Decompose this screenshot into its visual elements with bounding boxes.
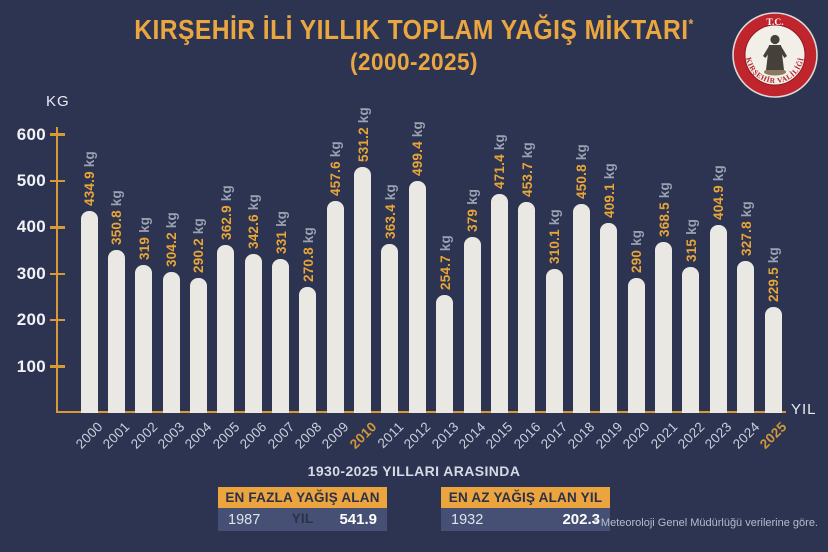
y-tick-mark — [49, 319, 65, 322]
title-asterisk: * — [688, 15, 694, 32]
source-footnote: * Meteoroloji Genel Müdürlüğü verilerine… — [593, 517, 818, 529]
bar-2022 — [682, 266, 700, 413]
min-year-card: EN AZ YAĞIŞ ALAN YIL 1932 202.3 — [441, 487, 610, 531]
y-tick-mark — [49, 133, 65, 136]
bar-2001 — [107, 250, 125, 413]
bar-2025 — [764, 306, 782, 413]
bar-2014 — [463, 237, 481, 413]
y-tick-mark — [49, 272, 65, 275]
bar-value-label: 342.6 kg — [246, 194, 262, 250]
y-tick-mark — [49, 226, 65, 229]
bar-value-label: 434.9 kg — [82, 151, 97, 207]
y-tick-label: 100 — [16, 356, 46, 376]
y-tick-mark — [49, 365, 65, 368]
bar-2017 — [545, 269, 563, 413]
x-axis-label: YIL — [791, 401, 817, 418]
min-year: 1932 — [451, 511, 484, 528]
bar-value-label: 315 kg — [683, 218, 699, 262]
y-axis-label: KG — [46, 93, 70, 110]
bar-2023 — [709, 225, 727, 413]
bar-value-label: 254.7 kg — [437, 234, 453, 290]
bar-2009 — [326, 200, 344, 413]
bar-value-label: 531.2 kg — [355, 106, 371, 162]
bar-value-label: 319 kg — [136, 216, 152, 260]
logo-tc-text: T.C. — [766, 18, 783, 28]
bar-2019 — [600, 223, 618, 413]
y-axis-line — [56, 127, 59, 413]
bar-value-label: 290.2 kg — [191, 218, 207, 274]
page-title: KIRŞEHİR İLİ YILLIK TOPLAM YAĞIŞ MİKTARI… — [50, 14, 779, 46]
max-year-card-body: 1987 541.9 — [218, 508, 387, 531]
bar-value-label: 363.4 kg — [382, 184, 398, 240]
bar-2013 — [436, 294, 454, 413]
min-year-card-body: 1932 202.3 — [441, 508, 610, 531]
y-tick-label: 200 — [16, 310, 46, 330]
max-year-card-title: EN FAZLA YAĞIŞ ALAN YIL — [218, 487, 387, 526]
y-tick-label: 600 — [16, 124, 46, 144]
header: KIRŞEHİR İLİ YILLIK TOPLAM YAĞIŞ MİKTARI… — [0, 14, 828, 77]
bar-2016 — [518, 202, 536, 413]
bar-2006 — [244, 254, 262, 413]
bar-2020 — [627, 278, 645, 413]
bar-value-label: 304.2 kg — [164, 211, 180, 267]
bar-value-label: 471.4 kg — [492, 134, 508, 190]
y-tick-label: 400 — [16, 217, 46, 237]
y-tick-label: 500 — [16, 171, 46, 190]
subtitle: (2000-2025) — [349, 49, 479, 76]
bar-value-label: 270.8 kg — [300, 227, 316, 283]
bar-2007 — [272, 259, 290, 413]
range-label: 1930-2025 YILLARI ARASINDA — [307, 463, 521, 479]
bar-2024 — [737, 260, 755, 413]
bar-value-label: 457.6 kg — [328, 140, 344, 196]
bar-value-label: 310.1 kg — [547, 209, 563, 265]
statue-icon — [763, 34, 787, 76]
bar-2011 — [381, 244, 399, 413]
bar-value-label: 229.5 kg — [766, 246, 781, 302]
bar-value-label: 499.4 kg — [410, 121, 426, 177]
page-title-text: KIRŞEHİR İLİ YILLIK TOPLAM YAĞIŞ MİKTARI — [134, 14, 689, 45]
bar-2002 — [135, 264, 153, 413]
y-tick-label: 300 — [16, 263, 46, 283]
bar-2005 — [217, 244, 235, 413]
bar-value-label: 404.9 kg — [711, 165, 727, 221]
y-tick-mark — [49, 179, 65, 183]
bar-2008 — [299, 287, 317, 413]
min-year-card-title: EN AZ YAĞIŞ ALAN YIL — [441, 487, 610, 508]
max-value: 541.9 — [339, 511, 377, 528]
bar-value-label: 350.8 kg — [109, 190, 125, 246]
bar-2015 — [490, 194, 508, 413]
bar-2012 — [408, 181, 426, 413]
max-year-card: EN FAZLA YAĞIŞ ALAN YIL 1987 541.9 — [218, 487, 387, 531]
bar-value-label: 327.8 kg — [738, 200, 754, 256]
bar-2010 — [354, 166, 372, 413]
bar-value-label: 450.8 kg — [574, 143, 590, 199]
min-value: 202.3 — [562, 511, 600, 528]
bar-value-label: 368.5 kg — [656, 182, 672, 238]
summary-cards: EN FAZLA YAĞIŞ ALAN YIL 1987 541.9 EN AZ… — [0, 487, 828, 531]
governorship-seal-icon: T.C. KIRŞEHİR VALİLİĞİ — [732, 12, 818, 98]
bar-value-label: 453.7 kg — [519, 142, 535, 198]
max-year: 1987 — [228, 511, 261, 528]
bar-2000 — [80, 211, 98, 413]
bar-value-label: 409.1 kg — [601, 163, 617, 219]
bar-value-label: 379 kg — [465, 188, 481, 233]
bar-value-label: 362.9 kg — [218, 184, 234, 240]
bar-value-label: 290 kg — [629, 230, 645, 274]
bar-2021 — [655, 242, 673, 413]
bar-2018 — [572, 203, 590, 413]
bar-2003 — [162, 271, 180, 413]
governorship-logo: T.C. KIRŞEHİR VALİLİĞİ — [730, 10, 820, 100]
bar-value-label: 331 kg — [273, 211, 289, 255]
bar-2004 — [189, 278, 207, 413]
